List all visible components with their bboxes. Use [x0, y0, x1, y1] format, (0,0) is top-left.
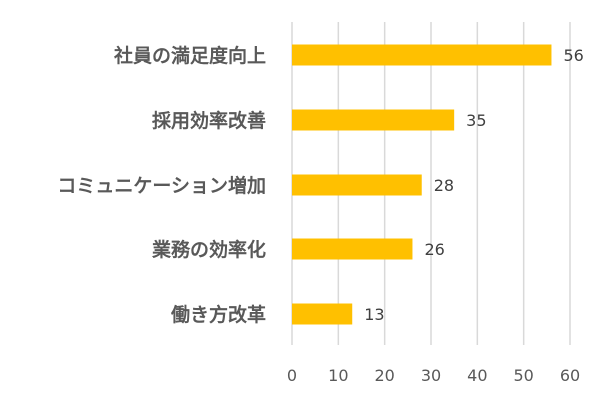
- x-tick-label: 20: [374, 366, 394, 385]
- bar: [292, 109, 455, 131]
- bars: [292, 44, 552, 325]
- category-label: 採用効率改善: [152, 109, 266, 132]
- x-tick-label: 40: [467, 366, 487, 385]
- bar: [292, 44, 552, 66]
- data-label: 28: [434, 176, 454, 195]
- x-tick-label: 60: [560, 366, 580, 385]
- category-label: 社員の満足度向上: [113, 44, 266, 67]
- x-tick-label: 30: [421, 366, 441, 385]
- x-tick-label: 10: [328, 366, 348, 385]
- bar: [292, 174, 422, 196]
- category-label: 働き方改革: [170, 303, 266, 326]
- bar: [292, 238, 413, 260]
- data-label: 26: [424, 240, 444, 259]
- bar: [292, 303, 353, 325]
- category-label: 業務の効率化: [151, 238, 266, 261]
- x-tick-label: 50: [513, 366, 533, 385]
- data-label: 56: [563, 46, 583, 65]
- data-label: 35: [466, 111, 486, 130]
- labels: 0 10 20 30 40 50 60 社員の満足度向上 56 採用効率改善 35 コミュニケーション…: [57, 44, 583, 385]
- category-label: コミュニケーション増加: [57, 174, 266, 197]
- data-label: 13: [364, 305, 384, 324]
- x-tick-label: 0: [287, 366, 297, 385]
